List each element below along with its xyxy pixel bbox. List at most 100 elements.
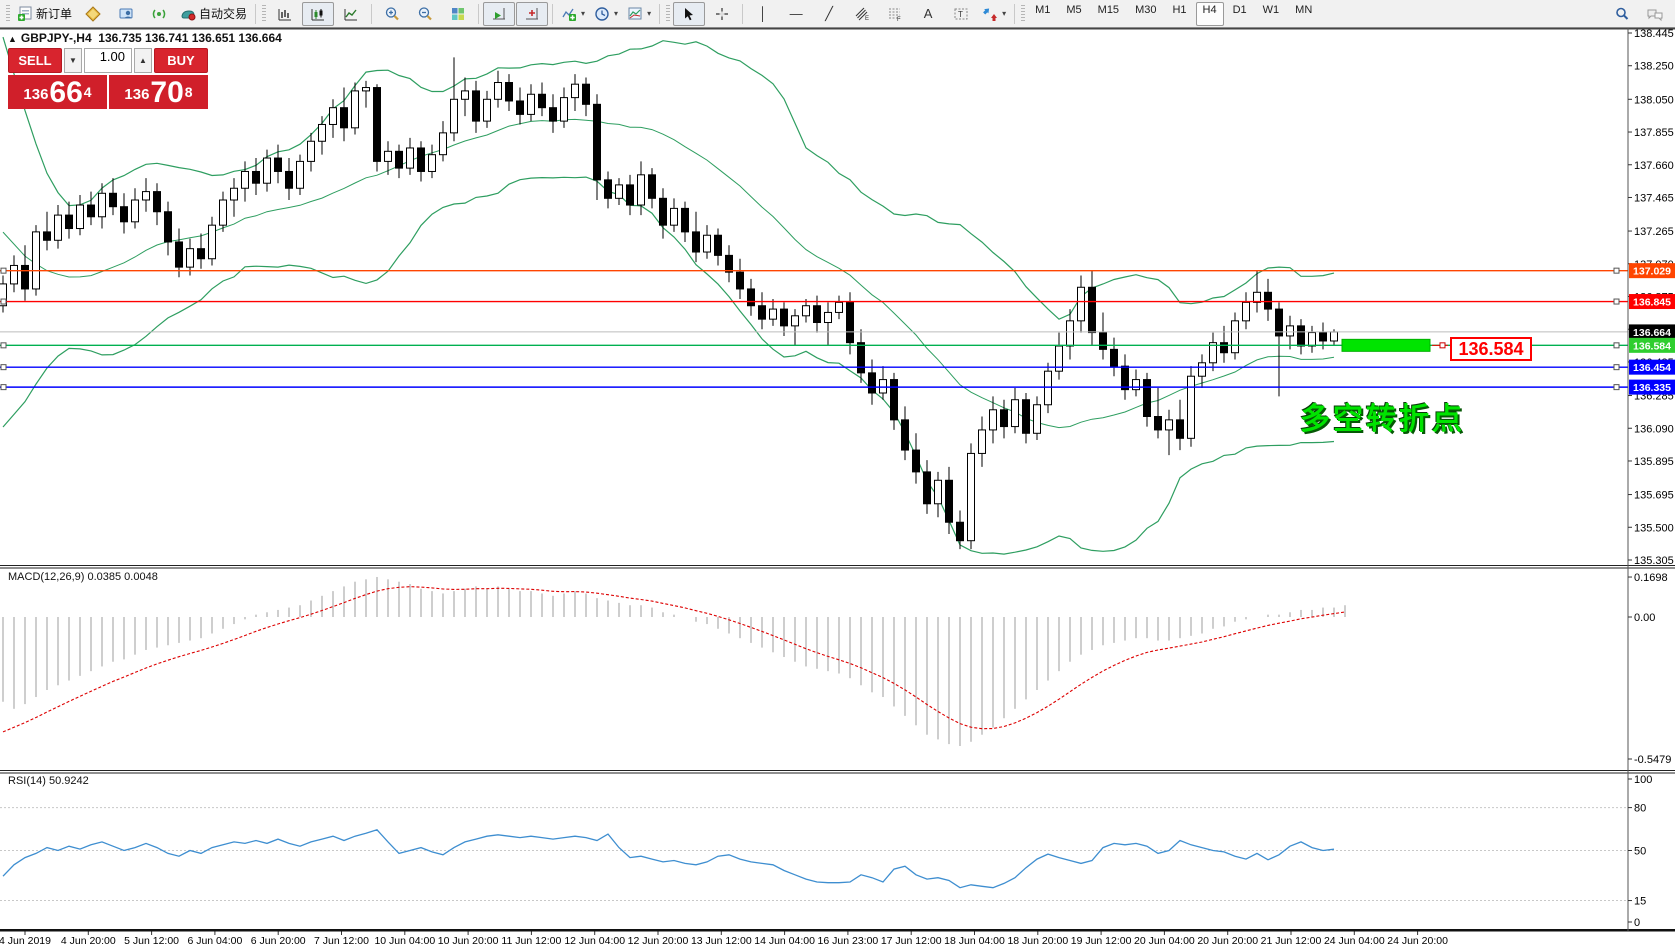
bullish-candle (1077, 286, 1085, 322)
price-badge (1629, 337, 1675, 353)
bearish-candle (868, 372, 876, 394)
trendline-button[interactable]: ╱ (813, 2, 845, 26)
bullish-candle (461, 90, 469, 100)
bearish-candle (736, 271, 744, 290)
bullish-candle (208, 224, 216, 260)
crosshair-icon (716, 7, 729, 20)
price-callout-label[interactable]: 136.584 (1450, 337, 1532, 361)
periods-button[interactable]: ▾ (590, 2, 622, 26)
bullish-candle (428, 154, 436, 172)
bullish-candle (362, 87, 370, 92)
bar-chart-button[interactable] (269, 2, 301, 26)
rsi-scale-label: 0 (1634, 917, 1640, 929)
auto-scroll-icon (493, 7, 506, 19)
bearish-candle (395, 150, 403, 169)
bearish-candle (164, 211, 172, 243)
time-tick-label: 13 Jun 12:00 (691, 935, 752, 947)
time-axis-border (0, 929, 1675, 932)
chat-button[interactable] (1639, 2, 1671, 26)
timeframe-d1[interactable]: D1 (1232, 3, 1247, 16)
timeframe-mn[interactable]: MN (1295, 3, 1313, 16)
fibonacci-icon: F (889, 8, 901, 22)
cursor-button[interactable] (673, 1, 706, 26)
bearish-candle (604, 179, 612, 199)
buy-price-button[interactable]: 136 70 8 (109, 75, 208, 109)
bar-chart-icon (278, 8, 292, 20)
bullish-candle (571, 83, 579, 99)
timeframe-w1[interactable]: W1 (1262, 3, 1280, 16)
macd-scale-label: 0.1698 (1634, 572, 1668, 584)
text-label-button[interactable]: T (945, 2, 977, 26)
volume-input[interactable]: 1.00 (84, 48, 132, 73)
bearish-candle (197, 248, 205, 260)
navigator-button[interactable] (110, 2, 142, 26)
bearish-candle (516, 100, 524, 115)
tile-windows-button[interactable] (442, 2, 474, 26)
time-tick-label: 6 Jun 04:00 (187, 935, 242, 947)
text-button[interactable]: A (912, 2, 944, 26)
rsi-scale-label: 50 (1634, 846, 1646, 858)
zoom-out-button[interactable] (409, 2, 441, 26)
fibonacci-button[interactable]: F (879, 2, 911, 26)
chart-title: ▲ GBPJPY-,H4 136.735 136.741 136.651 136.… (8, 31, 282, 45)
timeframe-m15[interactable]: M15 (1097, 3, 1120, 16)
sell-button[interactable]: SELL (8, 48, 62, 73)
price-badge (1629, 359, 1675, 375)
toolbar-separator (255, 3, 257, 24)
price-tick-label: 138.050 (1634, 94, 1674, 106)
collapse-arrow-icon[interactable]: ▲ (8, 34, 17, 44)
auto-scroll-button[interactable] (483, 1, 516, 26)
time-tick-label: 5 Jun 12:00 (124, 935, 179, 947)
arrows-dropdown-caret[interactable]: ▾ (1002, 9, 1007, 18)
macd-signal-line (2, 586, 1346, 733)
bullish-candle (54, 214, 62, 241)
time-tick-label: 10 Jun 04:00 (374, 935, 435, 947)
metaeditor-button[interactable] (77, 2, 109, 26)
timeframe-h4[interactable]: H4 (1195, 1, 1224, 26)
panel-separator (0, 770, 1675, 771)
sell-price-big: 66 (49, 76, 83, 109)
periods-dropdown-caret[interactable]: ▾ (614, 9, 619, 18)
price-badge-label: 136.335 (1633, 382, 1671, 394)
indicators-button[interactable]: ▾ (557, 2, 589, 26)
crosshair-button[interactable] (706, 2, 738, 26)
chart-shift-button[interactable] (516, 1, 549, 26)
channel-button[interactable]: E (846, 2, 878, 26)
bearish-candle (923, 471, 931, 505)
bearish-candle (538, 93, 546, 109)
horizontal-line-button[interactable]: — (780, 2, 812, 26)
zoom-in-button[interactable] (376, 2, 408, 26)
timeframe-m5[interactable]: M5 (1066, 3, 1082, 16)
chart-canvas[interactable]: 138.445 138.250 138.050 137.855 137.660 137.4… (0, 28, 1675, 951)
turning-point-annotation[interactable]: 多空转折点 (1300, 403, 1465, 436)
indicators-dropdown-caret[interactable]: ▾ (581, 9, 586, 18)
time-tick-label: 4 Jun 2019 (0, 935, 51, 947)
arrows-button[interactable]: ▾ (978, 2, 1010, 26)
timeframe-m1[interactable]: M1 (1035, 3, 1051, 16)
bearish-candle (1143, 379, 1151, 418)
bearish-candle (912, 449, 920, 473)
auto-trading-button[interactable]: 自动交易 (176, 2, 251, 26)
bullish-candle (1231, 320, 1239, 354)
time-tick-label: 24 Jun 04:00 (1324, 935, 1385, 947)
templates-button[interactable]: ▾ (623, 2, 655, 26)
bullish-candle (439, 132, 447, 156)
time-tick-label: 16 Jun 23:00 (818, 935, 879, 947)
search-button[interactable] (1606, 2, 1638, 26)
candlestick-chart-button[interactable] (302, 1, 335, 26)
volume-increase-button[interactable]: ▲ (134, 48, 152, 73)
time-tick-label: 12 Jun 20:00 (628, 935, 689, 947)
bearish-candle (43, 231, 51, 241)
bollinger-upper-band (2, 36, 1335, 320)
new-order-button[interactable]: 新订单 (13, 2, 76, 26)
signals-button[interactable] (143, 2, 175, 26)
volume-decrease-button[interactable]: ▼ (64, 48, 82, 73)
line-chart-button[interactable] (335, 2, 367, 26)
vertical-line-button[interactable]: │ (747, 2, 779, 26)
buy-button[interactable]: BUY (154, 48, 208, 73)
line-handle (1613, 384, 1620, 391)
timeframe-h1[interactable]: H1 (1172, 3, 1187, 16)
sell-price-button[interactable]: 136 66 4 (8, 75, 107, 109)
timeframe-m30[interactable]: M30 (1135, 3, 1157, 16)
templates-dropdown-caret[interactable]: ▾ (647, 9, 652, 18)
